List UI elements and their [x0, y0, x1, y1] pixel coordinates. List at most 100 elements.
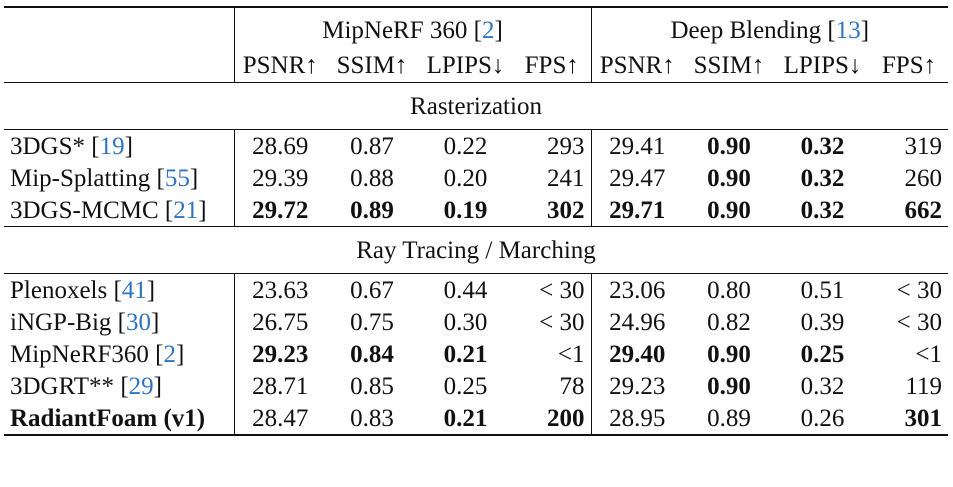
value-psnr-mipnerf360: 29.23: [233, 338, 326, 370]
value-lpips-deep-blending: 0.32: [800, 372, 845, 400]
value-fps-mipnerf360: 293: [513, 129, 591, 162]
header-empty-cell: [4, 6, 234, 48]
value-fps-deep-blending: 119: [905, 372, 942, 400]
value-lpips-deep-blending: 0.32: [775, 129, 870, 162]
header-metric-row: PSNR↑ SSIM↑ LPIPS↓ FPS↑ PSNR↑ SSIM↑ LPIP…: [4, 48, 948, 83]
column-header-fps: FPS↑: [881, 51, 937, 79]
value-ssim-mipnerf360: 0.88: [350, 164, 394, 192]
method-name: 3DGRT**: [10, 372, 115, 400]
value-ssim-deep-blending: 0.90: [707, 372, 751, 400]
value-lpips-mipnerf360: 0.25: [443, 372, 488, 400]
section-title: Rasterization: [4, 82, 948, 130]
column-header-lpips: LPIPS↓: [426, 51, 505, 79]
value-fps-deep-blending: 301: [870, 402, 948, 436]
method-cell: iNGP-Big [30]: [10, 308, 160, 336]
method-name: iNGP-Big: [10, 308, 112, 336]
column-header-psnr: PSNR↑: [233, 48, 326, 83]
section-header-row: Rasterization: [4, 82, 948, 130]
value-fps-mipnerf360: < 30: [513, 273, 591, 306]
value-ssim-mipnerf360: 0.87: [326, 129, 418, 162]
value-lpips-mipnerf360: 0.20: [443, 164, 488, 192]
section-header-row: Ray Tracing / Marching: [4, 226, 948, 274]
method-cell: RadiantFoam (v1): [4, 402, 234, 436]
value-ssim-mipnerf360: 0.83: [326, 402, 418, 436]
value-psnr-deep-blending: 23.06: [590, 273, 683, 306]
value-fps-mipnerf360: <1: [557, 340, 585, 368]
value-fps-mipnerf360: 302: [547, 196, 585, 224]
header-empty-cell: [4, 48, 234, 83]
method-cell: 3DGRT** [29]: [10, 372, 162, 400]
method-name: Plenoxels: [10, 276, 108, 304]
section-title: Ray Tracing / Marching: [4, 226, 948, 274]
value-psnr-deep-blending: 24.96: [590, 306, 683, 338]
table-row: 3DGS* [19] 28.69 0.87 0.22 293 29.41 0.90 0.32 3…: [4, 129, 948, 162]
value-ssim-deep-blending: 0.90: [707, 196, 751, 224]
value-psnr-deep-blending: 29.40: [590, 338, 683, 370]
group1-citation[interactable]: 2: [481, 16, 495, 44]
method-name: 3DGS-MCMC: [10, 196, 159, 224]
value-fps-deep-blending: 662: [904, 196, 943, 224]
value-lpips-mipnerf360: 0.19: [443, 196, 488, 224]
value-lpips-mipnerf360: 0.21: [443, 340, 488, 368]
value-lpips-mipnerf360: 0.22: [418, 129, 513, 162]
method-citation[interactable]: 41: [121, 276, 147, 304]
value-lpips-deep-blending: 0.39: [800, 308, 845, 336]
method-citation[interactable]: 55: [164, 164, 190, 192]
method-cell: Mip-Splatting [55]: [10, 164, 199, 192]
value-psnr-mipnerf360: 28.69: [233, 129, 326, 162]
value-ssim-deep-blending: 0.90: [707, 340, 751, 368]
header-group-row: MipNeRF 360 [2] Deep Blending [13]: [4, 6, 948, 48]
value-ssim-deep-blending: 0.90: [683, 129, 775, 162]
method-name: 3DGS*: [10, 132, 86, 160]
method-name: RadiantFoam (v1): [10, 404, 206, 432]
value-psnr-mipnerf360: 26.75: [233, 306, 326, 338]
value-psnr-deep-blending: 29.23: [590, 370, 683, 402]
method-citation[interactable]: 19: [99, 132, 125, 160]
value-psnr-deep-blending: 29.41: [590, 129, 683, 162]
value-psnr-deep-blending: 29.47: [590, 162, 683, 194]
value-psnr-mipnerf360: 28.47: [233, 402, 326, 436]
value-lpips-mipnerf360: 0.30: [443, 308, 488, 336]
column-header-ssim: SSIM↑: [336, 51, 408, 79]
table-row: 3DGS-MCMC [21] 29.72 0.89 0.19 302 29.71 0.90 0…: [4, 194, 948, 227]
group-header-mipnerf360: MipNeRF 360 [2]: [233, 6, 591, 48]
value-lpips-mipnerf360: 0.21: [418, 402, 513, 436]
value-ssim-mipnerf360: 0.75: [350, 308, 394, 336]
value-lpips-deep-blending: 0.26: [775, 402, 870, 436]
method-cell: 3DGS* [19]: [4, 129, 234, 162]
method-citation[interactable]: 30: [125, 308, 151, 336]
value-psnr-mipnerf360: 23.63: [233, 273, 326, 306]
value-fps-deep-blending: < 30: [896, 308, 942, 336]
method-citation[interactable]: 21: [173, 196, 199, 224]
group-header-deep-blending: Deep Blending [13]: [590, 6, 948, 48]
method-cell: 3DGS-MCMC [21]: [10, 196, 207, 224]
value-psnr-mipnerf360: 29.39: [233, 162, 326, 194]
value-ssim-mipnerf360: 0.84: [350, 340, 394, 368]
value-ssim-mipnerf360: 0.67: [326, 273, 418, 306]
column-header-psnr: PSNR↑: [590, 48, 683, 83]
value-psnr-mipnerf360: 29.72: [233, 194, 326, 227]
table-row: iNGP-Big [30] 26.75 0.75 0.30 < 30 24.96 0.82 0…: [4, 306, 948, 338]
value-lpips-deep-blending: 0.32: [800, 164, 845, 192]
method-citation[interactable]: 29: [128, 372, 154, 400]
method-cell: MipNeRF360 [2]: [10, 340, 185, 368]
table-row: Plenoxels [41] 23.63 0.67 0.44 < 30 23.06 0.80…: [4, 273, 948, 306]
value-fps-mipnerf360: 78: [559, 372, 585, 400]
group1-name: MipNeRF 360: [322, 16, 468, 44]
value-ssim-mipnerf360: 0.85: [350, 372, 394, 400]
value-ssim-deep-blending: 0.82: [707, 308, 751, 336]
method-name: Mip-Splatting: [10, 164, 151, 192]
table-row: RadiantFoam (v1) 28.47 0.83 0.21 200 28.95 0.8…: [4, 402, 948, 436]
value-fps-deep-blending: 260: [904, 164, 943, 192]
value-fps-mipnerf360: < 30: [539, 308, 585, 336]
method-citation[interactable]: 2: [163, 340, 176, 368]
group2-citation[interactable]: 13: [835, 16, 861, 44]
value-lpips-deep-blending: 0.25: [800, 340, 845, 368]
value-ssim-deep-blending: 0.89: [683, 402, 775, 436]
table-row: 3DGRT** [29] 28.71 0.85 0.25 78 29.23 0.90 0.32…: [4, 370, 948, 402]
value-ssim-deep-blending: 0.80: [683, 273, 775, 306]
value-ssim-mipnerf360: 0.89: [350, 196, 394, 224]
table-row: MipNeRF360 [2] 29.23 0.84 0.21 <1 29.40 0.90 0.…: [4, 338, 948, 370]
value-lpips-deep-blending: 0.51: [775, 273, 870, 306]
